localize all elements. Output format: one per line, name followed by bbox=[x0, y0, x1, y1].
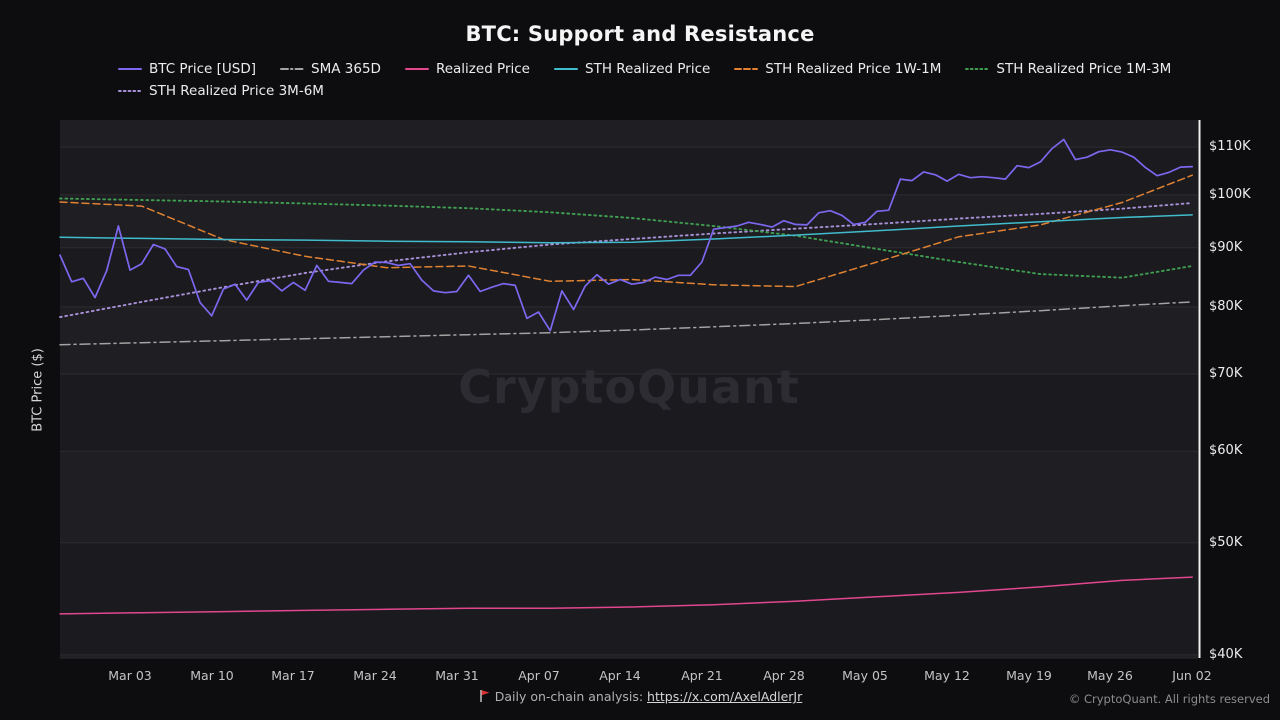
plot-band bbox=[60, 120, 1198, 148]
x-tick-label: Jun 02 bbox=[1172, 668, 1212, 683]
legend-label: BTC Price [USD] bbox=[149, 61, 257, 77]
legend-item-sth-realized-price-3m-6m[interactable]: STH Realized Price 3M-6M bbox=[118, 83, 324, 99]
legend-line-icon bbox=[280, 68, 305, 70]
x-tick-label: Apr 21 bbox=[681, 668, 723, 683]
legend-line-icon bbox=[734, 68, 759, 70]
series-line-sth-realized-price-1w-1m bbox=[59, 174, 1193, 288]
y-tick-label: $80K bbox=[1209, 299, 1243, 314]
x-tick-label: Apr 28 bbox=[763, 668, 805, 683]
legend-item-btc[interactable]: BTC Price [USD] bbox=[118, 61, 256, 77]
legend-item-realized-price[interactable]: Realized Price bbox=[404, 61, 530, 77]
x-tick-label: May 12 bbox=[924, 668, 970, 683]
watermark: CryptoQuant bbox=[458, 360, 800, 414]
y-tick-label: $60K bbox=[1209, 443, 1243, 458]
x-tick-label: Mar 31 bbox=[435, 668, 479, 683]
y-axis-label: BTC Price ($) bbox=[30, 348, 46, 432]
x-tick-label: Mar 24 bbox=[353, 668, 397, 683]
x-tick-label: Apr 14 bbox=[599, 668, 641, 683]
legend-label: Realized Price bbox=[435, 61, 530, 77]
series-line-btc bbox=[59, 138, 1194, 332]
legend-line-icon bbox=[118, 90, 142, 92]
legend-line-icon bbox=[554, 68, 578, 70]
legend-label: STH Realized Price 1W-1M bbox=[765, 61, 942, 77]
series-line-sth-realized-price-3m-6m bbox=[59, 202, 1194, 319]
legend-label: SMA 365D bbox=[311, 61, 381, 77]
legend-label: STH Realized Price 1M-3M bbox=[996, 61, 1172, 77]
series-line-sth-realized-price bbox=[59, 214, 1193, 244]
plot-band bbox=[60, 654, 1198, 658]
legend-line-icon bbox=[118, 68, 142, 70]
x-tick-label: May 19 bbox=[1006, 668, 1052, 683]
footer: Daily on-chain analysis: https://x.com/A… bbox=[0, 689, 1280, 704]
x-tick-label: Mar 17 bbox=[271, 668, 315, 683]
plot-band bbox=[60, 451, 1198, 543]
legend-line-icon bbox=[404, 68, 429, 70]
y-tick-label: $100K bbox=[1209, 187, 1251, 202]
legend-item-sma-365d[interactable]: SMA 365D bbox=[280, 61, 381, 77]
page-title: BTC: Support and Resistance bbox=[465, 22, 815, 46]
series-line-sth-realized-price-1m-3m bbox=[59, 197, 1194, 279]
y-tick-label: $50K bbox=[1209, 535, 1243, 550]
legend-item-sth-realized-price-1w-1m[interactable]: STH Realized Price 1W-1M bbox=[734, 61, 941, 77]
copyright-text: © CryptoQuant. All rights reserved bbox=[1068, 692, 1270, 706]
series-line-sma-365d bbox=[59, 301, 1193, 346]
legend-label: STH Realized Price 3M-6M bbox=[149, 83, 324, 99]
x-tick-label: May 05 bbox=[842, 668, 888, 683]
legend-label: STH Realized Price bbox=[585, 61, 711, 77]
footer-text: Daily on-chain analysis: bbox=[494, 689, 648, 704]
x-tick-label: Mar 10 bbox=[190, 668, 234, 683]
x-tick-label: May 26 bbox=[1087, 668, 1133, 683]
y-tick-label: $40K bbox=[1209, 647, 1243, 662]
x-tick-label: Mar 03 bbox=[108, 668, 152, 683]
legend-item-sth-realized-price[interactable]: STH Realized Price bbox=[554, 61, 710, 77]
series-line-realized-price bbox=[59, 576, 1193, 615]
y-tick-label: $110K bbox=[1209, 139, 1251, 154]
legend-item-sth-realized-price-1m-3m[interactable]: STH Realized Price 1M-3M bbox=[965, 61, 1171, 77]
footer-link[interactable]: https://x.com/AxelAdlerJr bbox=[647, 689, 803, 704]
legend-line-icon bbox=[965, 68, 990, 70]
y-tick-label: $70K bbox=[1209, 366, 1243, 381]
x-tick-label: Apr 07 bbox=[518, 668, 560, 683]
y-tick-label: $90K bbox=[1209, 240, 1243, 255]
flag-icon bbox=[478, 689, 495, 704]
legend: BTC Price [USD] SMA 365D Realized Price STH… bbox=[118, 61, 1178, 99]
